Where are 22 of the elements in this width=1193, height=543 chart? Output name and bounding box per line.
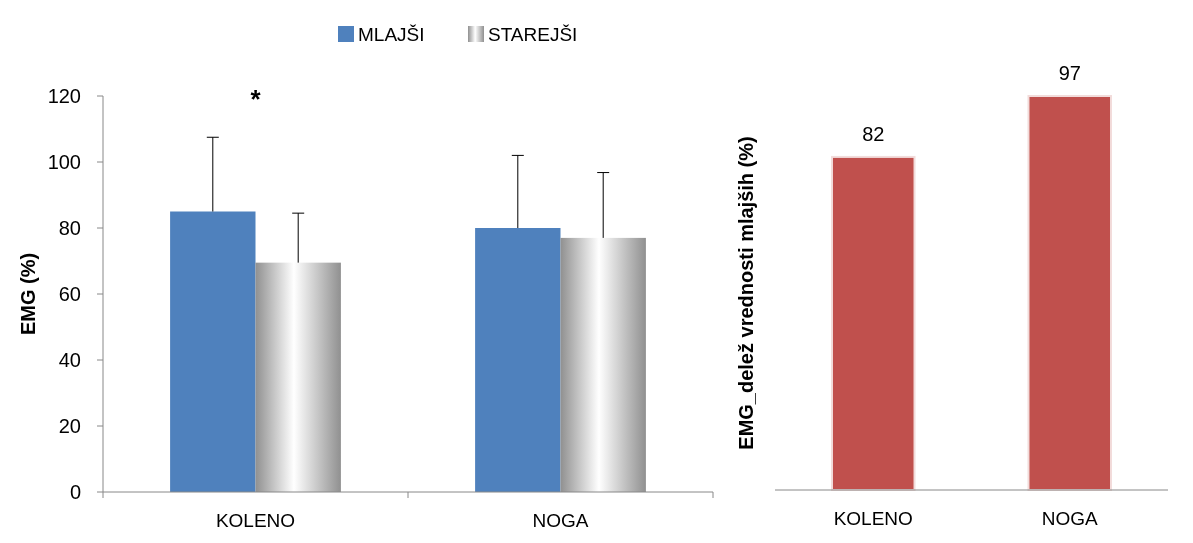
y-tick-label: 80	[58, 217, 81, 239]
legend-label: MLAJŠI	[358, 23, 425, 45]
y-tick-label: 120	[47, 85, 81, 107]
bar	[255, 262, 341, 492]
data-label: 97	[1058, 62, 1081, 84]
bar	[170, 211, 256, 492]
annotation: *	[250, 84, 262, 114]
legend-label: STAREJŠI	[488, 23, 578, 45]
bar	[560, 237, 646, 492]
x-tick-label: KOLENO	[833, 508, 913, 529]
x-tick-label: KOLENO	[215, 510, 296, 531]
y-tick-label: 20	[58, 415, 81, 437]
y-tick-label: 0	[69, 481, 81, 503]
data-label: 82	[862, 122, 885, 145]
y-axis-title: EMG_delež vrednosti mlajših (%)	[735, 136, 757, 450]
y-tick-label: 60	[58, 283, 81, 305]
x-tick-label: NOGA	[532, 510, 589, 531]
bar	[475, 228, 561, 492]
x-tick-label: NOGA	[1041, 508, 1099, 529]
y-tick-label: 40	[58, 349, 81, 371]
y-tick-label: 100	[47, 151, 81, 173]
y-axis-title: EMG (%)	[17, 252, 39, 336]
